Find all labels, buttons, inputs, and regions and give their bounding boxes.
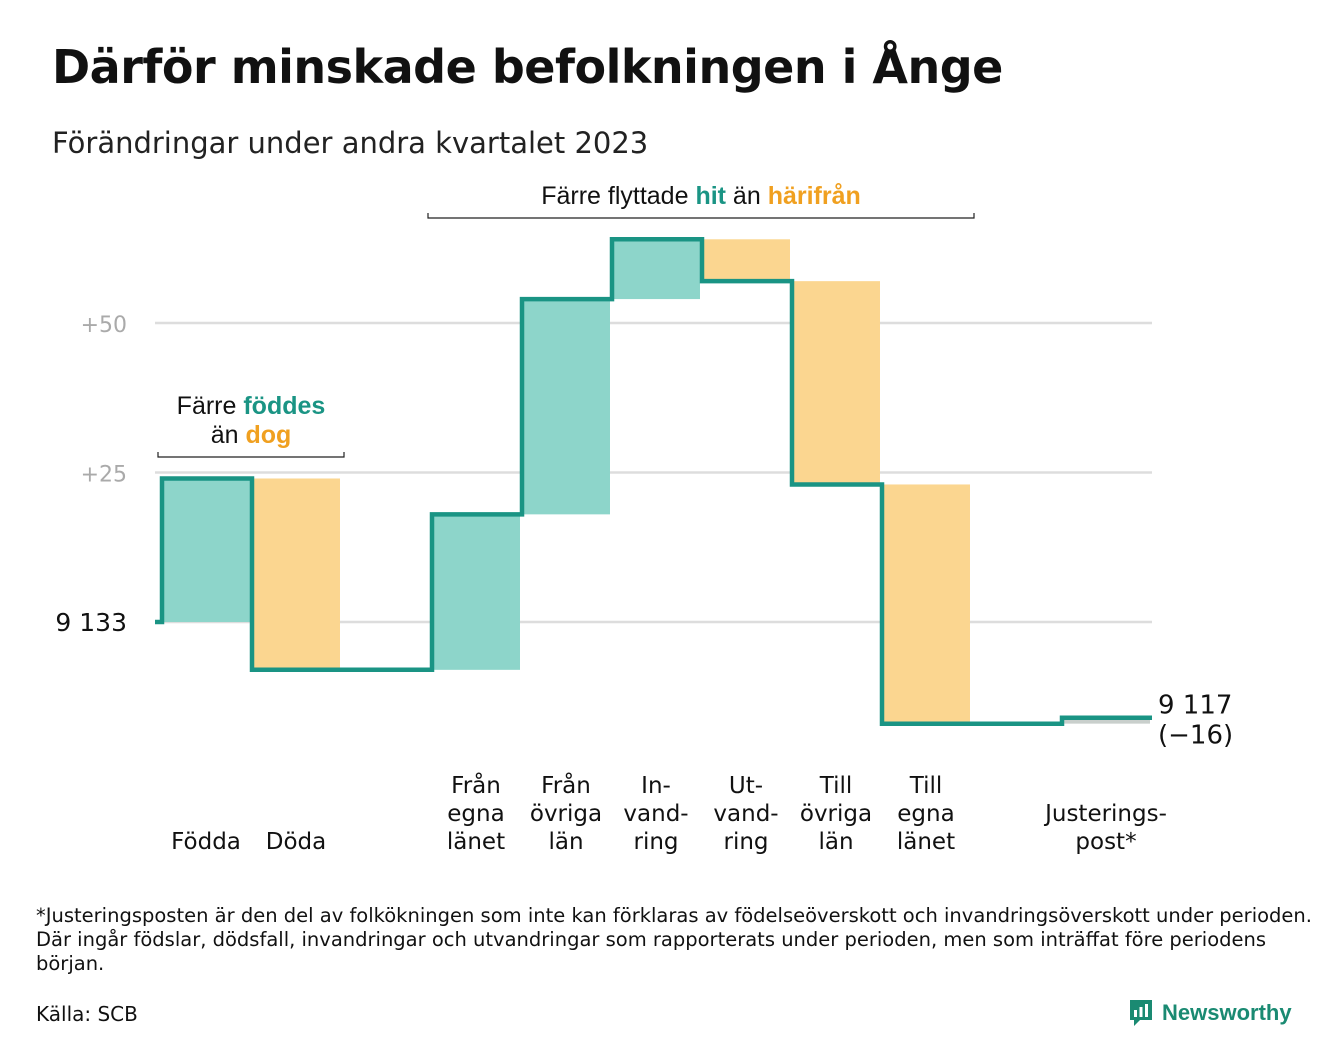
category-label: Till egna länet xyxy=(897,773,955,855)
category-label-line: vand- xyxy=(713,801,778,827)
category-label-line: län xyxy=(548,829,583,855)
y-tick-label: +50 xyxy=(81,313,127,338)
brand-logo: Newsworthy xyxy=(1128,998,1292,1028)
brand-name: Newsworthy xyxy=(1162,1000,1292,1025)
chart-subtitle: Förändringar under andra kvartalet 2023 xyxy=(52,126,649,160)
category-label-line: Till xyxy=(909,773,943,799)
bar-frånegnalänet xyxy=(432,514,520,670)
category-label-line: ring xyxy=(723,829,768,855)
category-label: Till övriga län xyxy=(800,773,872,855)
annotation-plain: Färre flyttade xyxy=(541,182,695,210)
bar-utvandring xyxy=(702,239,790,282)
category-label-line: egna xyxy=(897,801,954,827)
y-tick-label: +25 xyxy=(81,463,127,488)
category-label-line: In- xyxy=(641,773,671,799)
category-label-line: Födda xyxy=(171,829,241,855)
annotation-in: hit xyxy=(695,182,726,210)
category-label-line: Från xyxy=(541,771,591,799)
bar-tillegnalänet xyxy=(882,484,970,724)
category-label: Från övriga län xyxy=(530,771,602,855)
category-label-line: övriga xyxy=(530,801,602,827)
annotation-plain: än xyxy=(211,421,246,449)
start-value-label: 9 133 xyxy=(55,608,127,637)
bar-frånövrigalän xyxy=(522,299,610,515)
bar-tillövrigalän xyxy=(792,281,880,485)
category-label: Från egna länet xyxy=(447,771,505,855)
annotation-plain: än xyxy=(726,182,768,210)
category-label-line: Justerings- xyxy=(1043,801,1167,827)
category-label: Ut-vand-ring xyxy=(713,773,778,855)
category-label-line: länet xyxy=(447,829,505,855)
category-label: In-vand-ring xyxy=(623,773,688,855)
annotation-out: dog xyxy=(245,421,291,449)
category-label: Justerings-post* xyxy=(1043,801,1167,855)
step-line-group xyxy=(155,237,1152,726)
page-title: Därför minskade befolkningen i Ånge xyxy=(52,40,1003,94)
bar-invandring xyxy=(612,239,700,300)
category-label-line: Från xyxy=(451,771,501,799)
category-label-line: vand- xyxy=(623,801,688,827)
category-label: Döda xyxy=(266,829,326,855)
end-change-label: (−16) xyxy=(1158,721,1233,751)
end-value-label: 9 117 xyxy=(1158,691,1232,721)
source-label: Källa: SCB xyxy=(36,1002,138,1026)
category-label-line: Ut- xyxy=(729,773,763,799)
annotation-text: Färre flyttade hit än härifrån xyxy=(541,182,861,210)
category-label: Födda xyxy=(171,829,241,855)
annotation-text: än dog xyxy=(211,421,292,449)
annotation-text: Färre föddes xyxy=(177,392,326,420)
category-label-line: Till xyxy=(819,773,853,799)
category-label-line: egna xyxy=(447,801,504,827)
bar-födda xyxy=(162,478,250,622)
category-label-line: övriga xyxy=(800,801,872,827)
category-label-line: post* xyxy=(1075,829,1136,855)
annotation-plain: Färre xyxy=(177,392,244,420)
category-label-line: länet xyxy=(897,829,955,855)
annotation-bracket xyxy=(157,452,345,458)
bars xyxy=(162,239,1150,724)
bar-justeringspost xyxy=(1062,717,1150,724)
step-line xyxy=(155,237,1152,726)
category-label-line: län xyxy=(818,829,853,855)
bar-döda xyxy=(252,478,340,670)
category-label-line: ring xyxy=(633,829,678,855)
newsworthy-logo-icon xyxy=(1130,1000,1152,1026)
annotation-in: föddes xyxy=(243,392,325,420)
annotation-bracket xyxy=(427,213,975,219)
category-label-line: Döda xyxy=(266,829,326,855)
annotation-out: härifrån xyxy=(768,182,861,210)
footnote: *Justeringsposten är den del av folkökni… xyxy=(36,904,1312,975)
